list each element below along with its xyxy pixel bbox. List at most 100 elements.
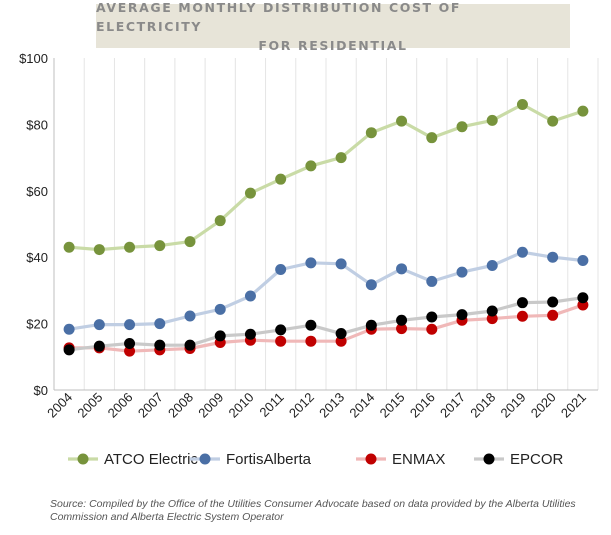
data-point-atco-electric [396,115,408,127]
data-point-atco-electric [516,98,528,110]
legend-marker-fortisalberta [199,453,211,465]
data-point-fortisalberta [365,279,377,291]
data-point-fortisalberta [396,263,408,275]
y-tick-label: $80 [26,117,48,132]
x-tick-label: 2010 [226,390,257,421]
data-point-enmax [275,335,287,347]
data-point-fortisalberta [516,246,528,258]
x-tick-label: 2012 [286,390,317,421]
data-point-atco-electric [154,240,166,252]
data-point-epcor [93,340,105,352]
data-point-epcor [396,314,408,326]
data-point-atco-electric [184,236,196,248]
data-point-atco-electric [456,121,468,133]
data-point-fortisalberta [426,275,438,287]
data-point-fortisalberta [486,260,498,271]
data-point-fortisalberta [154,318,166,330]
x-tick-label: 2015 [377,390,408,421]
data-point-atco-electric [93,244,105,256]
legend-label-fortisalberta: FortisAlberta [226,451,312,468]
x-tick-label: 2021 [558,390,589,421]
x-tick-label: 2009 [195,390,226,421]
data-point-fortisalberta [456,266,468,278]
data-point-atco-electric [547,115,559,127]
y-tick-label: $0 [34,383,48,398]
data-point-epcor [456,309,468,321]
data-point-epcor [275,324,287,336]
data-point-enmax [124,345,136,357]
data-point-atco-electric [365,127,377,139]
data-point-epcor [184,339,196,351]
legend-marker-enmax [365,453,377,465]
data-point-fortisalberta [275,263,287,275]
y-tick-label: $40 [26,250,48,265]
data-point-fortisalberta [547,251,559,263]
chart-title-line-2: FOR RESIDENTIAL [258,37,408,53]
x-tick-label: 2020 [528,390,559,421]
data-point-enmax [305,335,317,347]
data-point-enmax [396,323,408,335]
data-point-atco-electric [275,173,287,185]
x-tick-label: 2018 [467,390,498,421]
data-point-fortisalberta [335,258,347,270]
data-point-atco-electric [214,215,226,227]
data-point-atco-electric [577,105,589,117]
data-point-enmax [486,313,498,325]
data-point-epcor [516,297,528,309]
data-point-epcor [214,330,226,342]
data-point-epcor [244,328,256,340]
x-tick-label: 2011 [256,390,286,420]
data-point-enmax [516,310,528,322]
x-tick-label: 2019 [498,390,529,421]
legend-label-enmax: ENMAX [392,451,445,468]
data-point-enmax [335,335,347,347]
data-point-epcor [154,339,166,351]
x-tick-label: 2008 [165,390,196,421]
data-point-atco-electric [486,114,498,126]
x-tick-label: 2006 [105,390,136,421]
data-point-epcor [305,319,317,331]
data-point-epcor [547,296,559,308]
data-point-atco-electric [305,160,317,172]
data-point-fortisalberta [124,319,136,331]
x-tick-label: 2013 [316,390,347,421]
data-point-epcor [63,344,75,356]
data-point-enmax [426,323,438,335]
legend-label-epcor: EPCOR [510,451,564,468]
x-tick-label: 2007 [135,390,166,421]
data-point-atco-electric [244,187,256,199]
data-point-atco-electric [124,241,136,253]
legend-marker-atco-electric [77,453,89,465]
chart-title-line-1: AVERAGE MONTHLY DISTRIBUTION COST OF ELE… [96,0,461,34]
data-point-fortisalberta [577,255,589,267]
x-tick-label: 2016 [407,390,438,421]
x-tick-label: 2017 [437,390,468,421]
x-tick-label: 2004 [44,390,75,421]
legend-marker-epcor [483,453,495,465]
data-point-epcor [577,292,589,304]
data-point-atco-electric [426,132,438,144]
source-note: Source: Compiled by the Office of the Ut… [50,498,576,523]
data-point-epcor [365,319,377,331]
data-point-fortisalberta [63,323,75,335]
y-tick-label: $100 [19,51,48,66]
data-point-fortisalberta [214,303,226,315]
data-point-atco-electric [63,241,75,253]
data-point-fortisalberta [93,319,105,331]
legend-label-atco-electric: ATCO Electric [104,451,198,468]
y-tick-label: $60 [26,184,48,199]
data-point-epcor [335,328,347,340]
chart-title: AVERAGE MONTHLY DISTRIBUTION COST OF ELE… [96,0,570,53]
data-point-fortisalberta [244,290,256,302]
x-tick-label: 2005 [74,390,105,421]
x-tick-label: 2014 [346,390,377,421]
data-point-epcor [486,305,498,317]
data-point-enmax [547,309,559,321]
data-point-fortisalberta [305,257,317,269]
data-point-fortisalberta [184,310,196,322]
data-point-atco-electric [335,152,347,164]
y-tick-label: $20 [26,317,48,332]
data-point-epcor [426,311,438,323]
data-point-epcor [124,338,136,350]
